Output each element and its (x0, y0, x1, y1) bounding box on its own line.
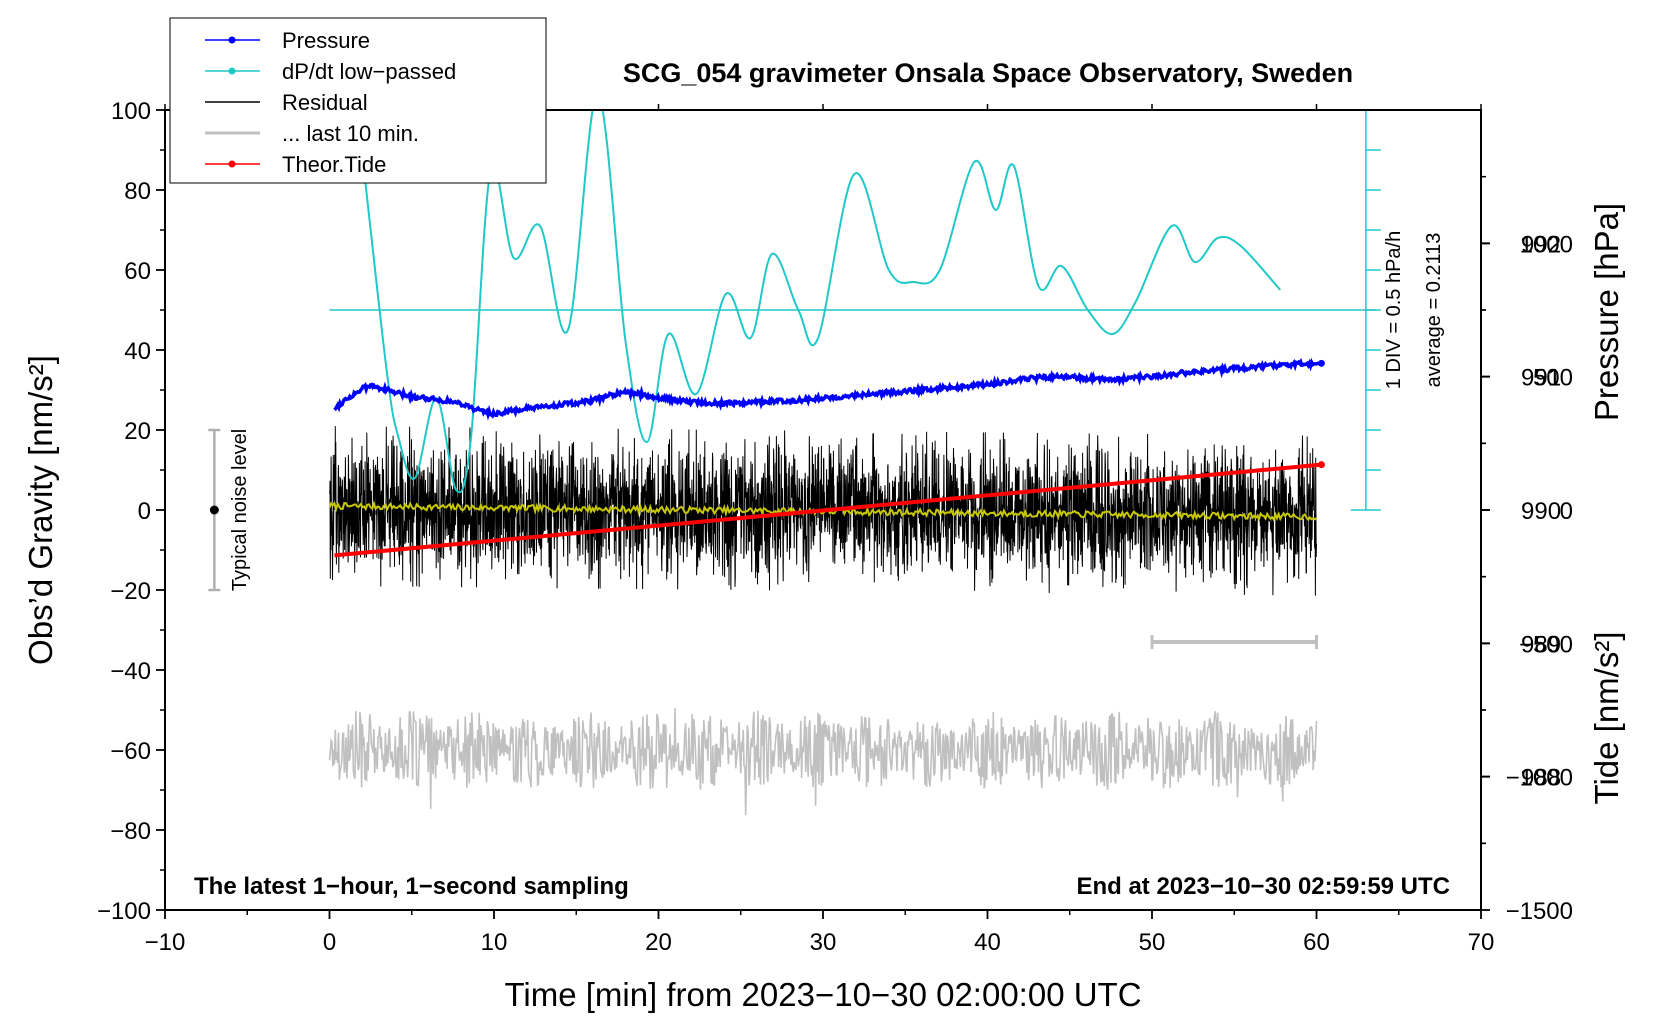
pressure-tick-label: 992 (1521, 231, 1561, 258)
y-tick-label: 80 (124, 178, 151, 205)
y-tick-label: −80 (110, 818, 151, 845)
x-tick-label: 50 (1139, 929, 1166, 956)
pressure-tick-label: 991 (1521, 365, 1561, 392)
footer-left: The latest 1−hour, 1−second sampling (194, 873, 629, 900)
tide-tick-label: 1000 (1520, 231, 1573, 258)
y-tick-label: 0 (138, 498, 151, 525)
residual-mean-line (328, 500, 1318, 522)
y-tick-label: 100 (111, 98, 151, 125)
y-tick-label: −40 (110, 658, 151, 685)
tide-end-marker (1317, 461, 1325, 469)
noise-bar-center-dot (209, 505, 219, 515)
legend-label: Theor.Tide (282, 152, 386, 177)
pressure-tick-label: 988 (1521, 765, 1561, 792)
legend-label: dP/dt low−passed (282, 59, 456, 84)
legend-marker (228, 160, 236, 168)
last-10-min-line (328, 708, 1318, 816)
x-tick-label: −10 (145, 929, 186, 956)
y-axis-title-left: Obs’d Gravity [nm/s²] (22, 355, 59, 665)
pressure-tick-label: 990 (1521, 498, 1561, 525)
x-tick-label: 20 (645, 929, 672, 956)
legend-label: Pressure (282, 28, 370, 53)
y-tick-label: 40 (124, 338, 151, 365)
ticks-layer: −10 0 10 20 30 40 50 60 70100806040200−20−40−60−… (97, 98, 1573, 956)
legend-marker (228, 36, 236, 44)
y-tick-label: −20 (110, 578, 151, 605)
plot-area-layer (208, 109, 1381, 816)
tide-line (334, 462, 1322, 558)
legend-items: Pressure dP/dt low−passed Residual ... last… (205, 28, 456, 177)
y-tick-label: 60 (124, 258, 151, 285)
x-tick-label: 10 (481, 929, 508, 956)
plot-series-group (328, 110, 1376, 816)
y-axis-title-pressure: Pressure [hPa] (1588, 203, 1625, 421)
y-axis-title-tide: Tide [nm/s²] (1588, 632, 1625, 805)
chart-title: SCG_054 gravimeter Onsala Space Observat… (623, 58, 1353, 88)
tide-tick-label: −500 (1519, 631, 1573, 658)
pressure-line (333, 357, 1323, 421)
y-tick-label: 20 (124, 418, 151, 445)
y-tick-label: −60 (110, 738, 151, 765)
x-tick-label: 70 (1468, 929, 1495, 956)
noise-level-label: Typical noise level (229, 429, 251, 591)
footer-right: End at 2023−10−30 02:59:59 UTC (1076, 873, 1450, 900)
x-tick-label: 60 (1303, 929, 1330, 956)
tide-tick-label: −1500 (1506, 898, 1573, 925)
x-tick-label: 0 (323, 929, 336, 956)
dpdt-line (363, 110, 1282, 494)
pressure-tick-label: 989 (1521, 631, 1561, 658)
legend-marker (228, 67, 236, 75)
x-tick-label: 40 (974, 929, 1001, 956)
legend: Pressure dP/dt low−passed Residual ... last… (169, 17, 547, 184)
tide-tick-label: 0 (1560, 498, 1573, 525)
legend-label: ... last 10 min. (282, 121, 419, 146)
dpdt-average-label: average = 0.2113 (1423, 233, 1445, 388)
tide-tick-label: −1000 (1506, 765, 1573, 792)
pressure-end-marker (1317, 359, 1325, 367)
legend-box (169, 17, 547, 184)
x-tick-label: 30 (810, 929, 837, 956)
legend-label: Residual (282, 90, 368, 115)
y-tick-label: −100 (97, 898, 151, 925)
dpdt-division-label: 1 DIV = 0.5 hPa/h (1383, 231, 1405, 389)
x-axis-title: Time [min] from 2023−10−30 02:00:00 UTC (504, 976, 1141, 1013)
tide-tick-label: 500 (1533, 365, 1573, 392)
